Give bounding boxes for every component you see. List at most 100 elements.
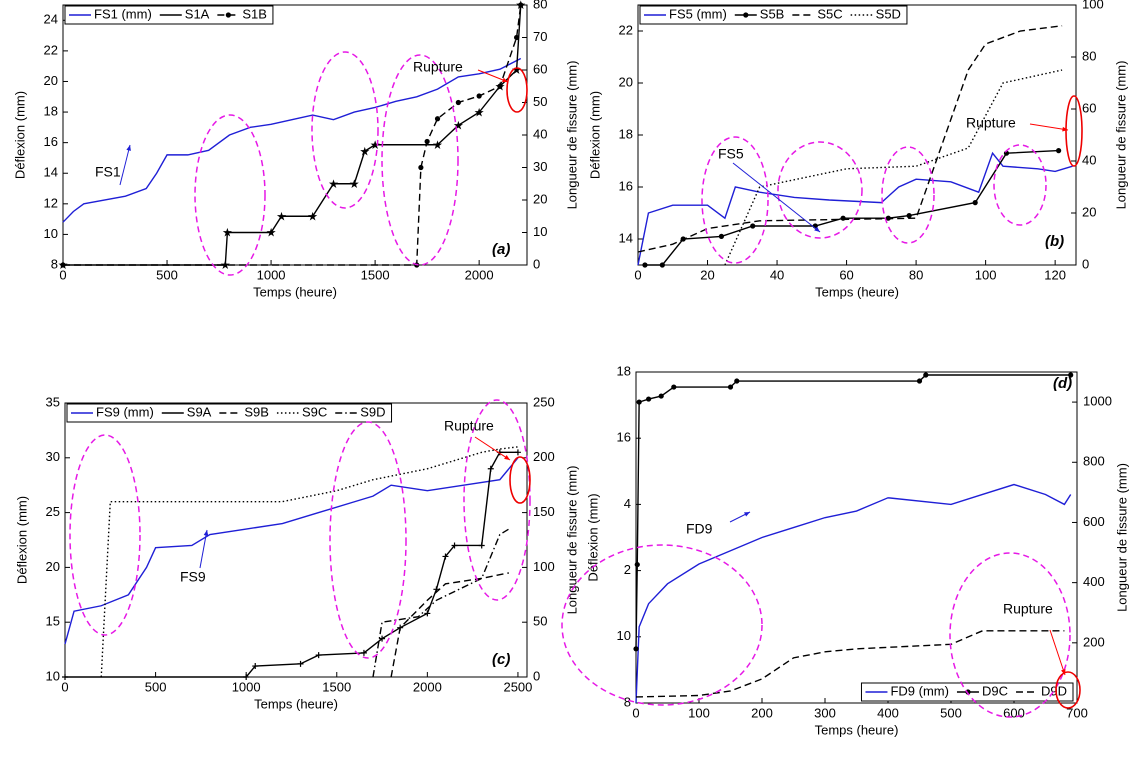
legend-item: S9C	[276, 404, 327, 419]
arrow	[199, 529, 208, 569]
y-tick-label: 10	[44, 226, 58, 241]
x-axis-label: Temps (heure)	[254, 696, 338, 711]
marker: ★	[370, 138, 381, 152]
highlight-ellipse	[69, 434, 141, 636]
annotation: Rupture	[1003, 601, 1053, 617]
x-tick-label: 100	[688, 705, 710, 720]
annotation: FD9	[686, 521, 713, 537]
highlight-ellipse	[381, 54, 459, 266]
x-tick-label: 0	[632, 705, 639, 720]
y-tick-label: 18	[44, 103, 58, 118]
annotation: Rupture	[413, 59, 463, 75]
marker: ★	[359, 144, 370, 158]
marker	[1068, 372, 1074, 378]
legend-item: S9A	[161, 404, 212, 419]
highlight-ellipse	[701, 136, 769, 264]
marker	[379, 635, 386, 642]
y-axis-label: Déflexion (mm)	[14, 496, 29, 584]
x-tick-label: 0	[59, 267, 66, 282]
x-tick-label: 200	[751, 705, 773, 720]
x-tick-label: 700	[1066, 705, 1088, 720]
x-axis-label: Temps (heure)	[815, 722, 899, 737]
highlight-ellipse	[329, 421, 407, 659]
annotation: FS5	[718, 146, 744, 162]
marker	[972, 200, 978, 206]
legend-label: D9C	[982, 683, 1008, 698]
annotation: Rupture	[966, 115, 1016, 131]
x-tick-label: 40	[770, 267, 784, 282]
legend-item: S1A	[159, 6, 210, 21]
y2-axis-label: Longueur de fissure (mm)	[564, 466, 579, 615]
series-line	[65, 451, 518, 678]
y2-tick-label: 100	[1082, 0, 1104, 11]
x-tick-label: 600	[1003, 705, 1025, 720]
series-line	[63, 4, 522, 266]
plot-frame	[62, 4, 528, 266]
annotation: (b)	[1045, 233, 1064, 250]
x-tick-label: 1000	[232, 679, 261, 694]
rupture-ellipse	[1065, 95, 1083, 167]
series-line	[390, 572, 510, 678]
marker: ★	[222, 226, 233, 240]
y-tick-label: 18	[619, 126, 633, 141]
arrow-head	[504, 455, 510, 460]
legend-item: S5D	[850, 6, 901, 21]
legend-label: S5B	[760, 6, 785, 21]
marker: ★	[474, 105, 485, 119]
y2-tick-label: 150	[533, 504, 555, 519]
marker: ★	[328, 177, 339, 191]
arrow	[732, 162, 821, 233]
series-line	[637, 151, 1073, 266]
annotation: (d)	[1053, 375, 1072, 392]
arrow-head	[502, 77, 508, 83]
marker	[418, 164, 424, 171]
legend: FS5 (mm) S5B S5C S5D	[639, 5, 908, 25]
y2-axis-label: Longueur de fissure (mm)	[1113, 61, 1128, 210]
series-line	[64, 457, 519, 645]
y-tick-label: 16	[617, 430, 631, 445]
legend-item: FD9 (mm)	[865, 683, 949, 698]
arrow	[1029, 123, 1069, 131]
marker	[476, 93, 482, 99]
y-axis-label: Déflexion (mm)	[587, 91, 602, 179]
y-tick-label: 10	[617, 628, 631, 643]
y-tick-label: 16	[44, 134, 58, 149]
arrow	[474, 436, 511, 461]
x-tick-label: 80	[909, 267, 923, 282]
y-tick-label: 25	[46, 504, 60, 519]
legend-label: S5D	[876, 6, 901, 21]
arrow	[1049, 629, 1066, 676]
marker	[455, 99, 461, 106]
y2-tick-label: 200	[1083, 634, 1105, 649]
y-tick-label: 12	[44, 195, 58, 210]
y2-tick-label: 100	[533, 559, 555, 574]
marker	[642, 262, 648, 268]
marker	[297, 660, 304, 667]
series-line	[635, 630, 1065, 698]
rupture-ellipse	[506, 67, 528, 113]
marker	[750, 223, 756, 229]
y-tick-label: 22	[619, 22, 633, 37]
legend-label: S1A	[185, 6, 210, 21]
y-tick-label: 18	[617, 363, 631, 378]
legend-item: FS1 (mm)	[69, 6, 152, 21]
marker: ★	[307, 209, 318, 223]
arrow-head	[1061, 669, 1066, 675]
series-line	[372, 528, 510, 678]
y2-tick-label: 60	[1082, 100, 1096, 115]
legend-label: S9A	[187, 404, 212, 419]
y-tick-label: 20	[619, 74, 633, 89]
x-axis-label: Temps (heure)	[815, 284, 899, 299]
y-tick-label: 14	[44, 165, 58, 180]
legend-label: S1B	[242, 6, 267, 21]
marker	[424, 610, 431, 617]
marker: ★	[220, 258, 231, 272]
plot-frame	[64, 402, 528, 678]
marker	[513, 34, 520, 41]
y-tick-label: 24	[44, 12, 58, 27]
y-tick-label: 35	[46, 394, 60, 409]
x-tick-label: 2000	[465, 267, 494, 282]
legend: FS1 (mm) S1A S1B	[64, 5, 274, 25]
x-tick-label: 400	[877, 705, 899, 720]
marker: ★	[432, 138, 443, 152]
